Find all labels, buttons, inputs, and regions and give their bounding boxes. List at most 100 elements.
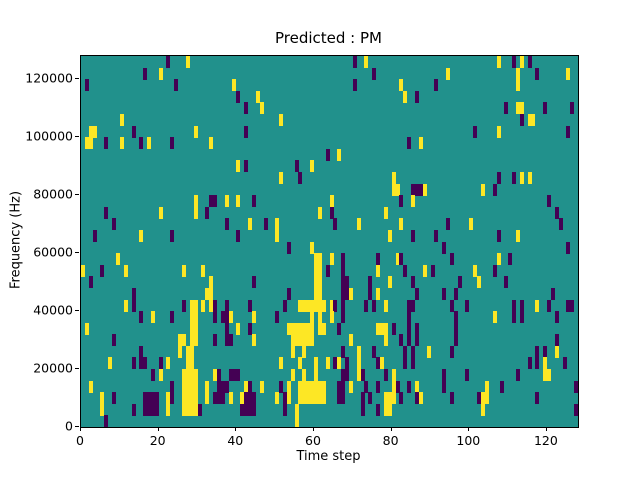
heatmap-cell	[329, 195, 334, 208]
heatmap-cell	[453, 334, 458, 347]
y-tick-mark	[75, 136, 79, 138]
heatmap-cell	[480, 392, 485, 405]
heatmap-cell	[442, 241, 447, 254]
y-tick-mark	[75, 194, 79, 196]
heatmap-cell	[248, 218, 252, 231]
heatmap-cell	[411, 299, 415, 312]
heatmap-cell	[213, 195, 217, 208]
heatmap-cell	[131, 287, 136, 300]
heatmap-cell	[220, 380, 225, 393]
y-tick-mark	[75, 252, 79, 254]
heatmap-cell	[484, 392, 489, 405]
heatmap-cell	[399, 253, 404, 266]
heatmap-cell	[290, 345, 295, 358]
heatmap-cell	[84, 79, 89, 92]
heatmap-cell	[236, 90, 241, 103]
heatmap-cell	[310, 160, 315, 173]
heatmap-cell	[496, 125, 501, 138]
heatmap-cell	[411, 276, 415, 289]
heatmap-cell	[248, 392, 252, 405]
heatmap-cell	[391, 171, 396, 184]
heatmap-cell	[403, 345, 408, 358]
heatmap-cell	[279, 114, 283, 126]
heatmap-cell	[407, 334, 412, 347]
heatmap-cell	[434, 229, 439, 242]
heatmap-cell	[193, 322, 198, 335]
heatmap-cell	[220, 392, 225, 405]
heatmap-cell	[205, 206, 210, 219]
heatmap-cell	[341, 380, 346, 393]
heatmap-cell	[213, 334, 217, 347]
x-tick-label: 0	[76, 433, 84, 448]
heatmap-cell	[286, 322, 291, 335]
heatmap-cell	[294, 160, 299, 173]
heatmap-cell	[457, 276, 462, 289]
heatmap-cell	[341, 253, 346, 266]
x-tick-mark	[235, 427, 237, 431]
heatmap-cell	[290, 334, 295, 347]
x-tick-label: 20	[149, 433, 166, 448]
heatmap-cell	[248, 322, 252, 335]
heatmap-cell	[286, 392, 291, 405]
heatmap-cell	[566, 125, 571, 138]
heatmap-cell	[236, 195, 241, 208]
heatmap-cell	[123, 264, 128, 277]
heatmap-cell	[213, 299, 217, 312]
heatmap-cell	[407, 380, 412, 393]
heatmap-cell	[550, 287, 555, 300]
y-tick-label: 120000	[25, 70, 73, 86]
heatmap-cell	[306, 392, 311, 405]
heatmap-cell	[391, 322, 396, 335]
heatmap-cell	[376, 264, 381, 277]
heatmap-cell	[88, 380, 93, 393]
heatmap-cell	[310, 311, 315, 324]
heatmap-cell	[154, 403, 159, 416]
heatmap-cell	[570, 102, 575, 115]
heatmap-cell	[383, 299, 388, 312]
heatmap-cell	[216, 392, 221, 405]
heatmap-cell	[496, 253, 501, 266]
heatmap-cell	[193, 392, 198, 405]
heatmap-cell	[232, 79, 237, 92]
heatmap-cell	[123, 299, 128, 312]
heatmap-cell	[383, 369, 388, 381]
heatmap-cell	[469, 218, 474, 231]
heatmap-cell	[228, 369, 233, 381]
heatmap-cell	[170, 229, 175, 242]
heatmap-cell	[302, 299, 307, 312]
heatmap-cell	[562, 357, 567, 370]
heatmap-cell	[310, 241, 315, 254]
heatmap-cell	[185, 369, 190, 381]
heatmap-cell	[453, 322, 458, 335]
heatmap-cell	[407, 311, 412, 324]
heatmap-cell	[360, 369, 365, 381]
heatmap-cell	[251, 334, 256, 347]
heatmap-cell	[519, 56, 524, 68]
heatmap-cell	[411, 229, 415, 242]
heatmap-cell	[341, 276, 346, 289]
heatmap-cell	[193, 380, 198, 393]
heatmap-cell	[302, 380, 307, 393]
heatmap-cell	[391, 369, 396, 381]
heatmap-cell	[185, 345, 190, 358]
heatmap-cell	[182, 334, 186, 347]
heatmap-cell	[395, 183, 400, 196]
heatmap-cell	[376, 403, 381, 416]
heatmap-cell	[515, 229, 520, 242]
heatmap-cell	[224, 380, 229, 393]
heatmap-cell	[515, 369, 520, 381]
heatmap-cell	[298, 357, 303, 370]
heatmap-cell	[298, 334, 303, 347]
heatmap-cell	[185, 380, 190, 393]
heatmap-cell	[356, 345, 361, 358]
heatmap-cell	[407, 322, 412, 335]
heatmap-cell	[244, 102, 249, 115]
heatmap-cell	[348, 334, 353, 347]
heatmap-cell	[143, 392, 148, 405]
heatmap-cell	[302, 334, 307, 347]
heatmap-cell	[166, 392, 171, 405]
heatmap-cell	[368, 287, 373, 300]
heatmap-cell	[310, 322, 315, 335]
heatmap-cell	[383, 322, 388, 335]
heatmap-cell	[189, 380, 194, 393]
